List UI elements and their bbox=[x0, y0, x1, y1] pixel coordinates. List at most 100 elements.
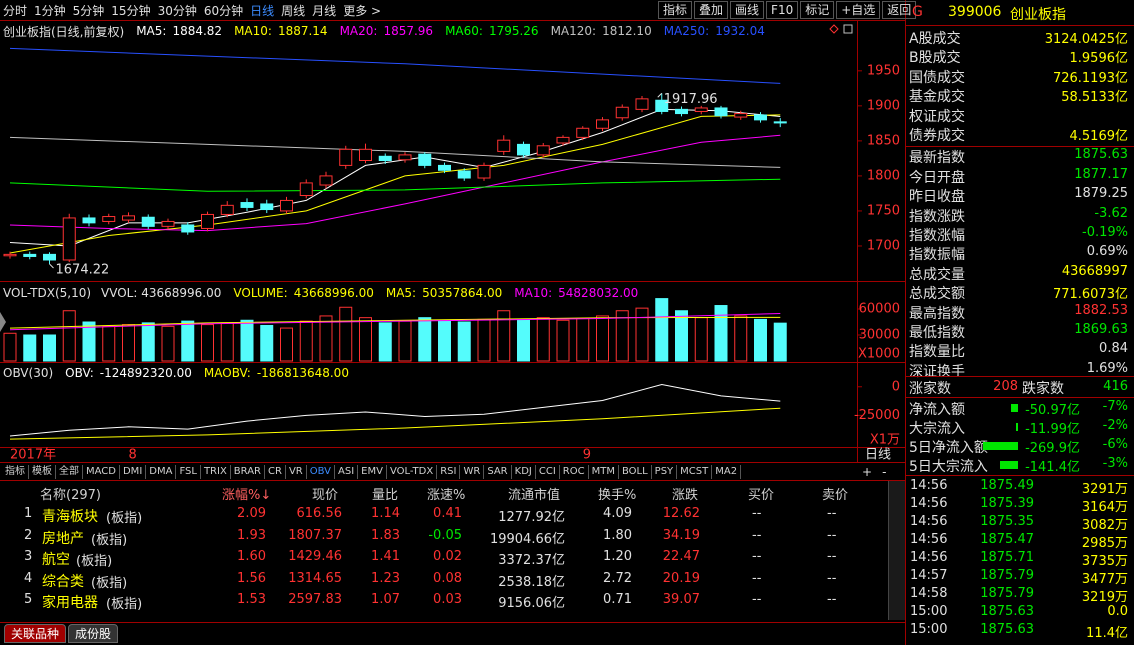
cell: 2 bbox=[24, 527, 33, 543]
period-tab[interactable]: 5分钟 bbox=[72, 3, 105, 18]
volume-bar bbox=[477, 318, 491, 362]
indicator-tab[interactable]: ASI bbox=[335, 464, 359, 479]
indicator-tab[interactable]: BRAR bbox=[231, 464, 265, 479]
indicator-tab[interactable]: ROC bbox=[560, 464, 589, 479]
indicator-tab[interactable]: 模板 bbox=[29, 464, 56, 479]
quote-label: B股成交 bbox=[909, 50, 961, 67]
cell: 0.03 bbox=[433, 592, 462, 607]
indicator-tab[interactable]: KDJ bbox=[512, 464, 536, 479]
indicator-tab[interactable]: VOL-TDX bbox=[387, 464, 438, 479]
indicator-tab[interactable]: MA2 bbox=[712, 464, 742, 479]
candle-body bbox=[734, 113, 748, 118]
tool-button[interactable]: 画线 bbox=[730, 1, 765, 19]
candle-body bbox=[635, 98, 649, 110]
quote-value: 1875.63 bbox=[1074, 147, 1128, 163]
period-tab[interactable]: 分时 bbox=[3, 3, 28, 18]
candle-body bbox=[280, 199, 293, 212]
scrollbar[interactable] bbox=[888, 480, 905, 620]
period-tab[interactable]: 1分钟 bbox=[34, 3, 66, 18]
indicator-tab[interactable]: MTM bbox=[589, 464, 619, 479]
indicator-tab[interactable]: CCI bbox=[536, 464, 560, 479]
indicator-tab[interactable]: MACD bbox=[83, 464, 120, 479]
volume-bar bbox=[497, 310, 511, 362]
stock-name[interactable]: 房地产 bbox=[42, 530, 84, 547]
candle-body bbox=[3, 253, 17, 257]
stock-name[interactable]: 综合类 bbox=[42, 573, 84, 590]
indicator-tab[interactable]: TRIX bbox=[201, 464, 231, 479]
decline-count: 416 bbox=[1103, 379, 1128, 394]
stock-name[interactable]: 家用电器 bbox=[42, 595, 98, 611]
flow-bar bbox=[1016, 423, 1019, 431]
indicator-tab[interactable]: RSI bbox=[437, 464, 461, 479]
tool-button[interactable]: 标记 bbox=[800, 1, 835, 19]
indicator-tab[interactable]: MCST bbox=[677, 464, 713, 479]
indicator-tab[interactable]: DMI bbox=[120, 464, 147, 479]
tool-button[interactable]: 返回 bbox=[882, 1, 917, 19]
tool-button[interactable]: 指标 bbox=[658, 1, 693, 19]
stock-name[interactable]: 航空 bbox=[42, 552, 70, 568]
period-tab[interactable]: 更多 > bbox=[343, 3, 382, 18]
column-header: 涨幅%↓ bbox=[222, 488, 272, 503]
line-series bbox=[9, 108, 781, 247]
volume-bar bbox=[517, 318, 530, 362]
tick-price: 1875.49 bbox=[980, 478, 1034, 493]
quote-label: 基金成交 bbox=[909, 89, 965, 106]
period-tab[interactable]: 日线 bbox=[250, 3, 275, 18]
period-tab[interactable]: 周线 bbox=[281, 3, 306, 18]
candle-body bbox=[398, 154, 412, 161]
indicator-tab[interactable]: EMV bbox=[358, 464, 387, 479]
period-tab[interactable]: 15分钟 bbox=[111, 3, 151, 18]
period-tab[interactable]: 60分钟 bbox=[203, 3, 244, 18]
row-tag: (板指) bbox=[91, 532, 128, 548]
cell: 0.02 bbox=[433, 549, 462, 564]
tool-button[interactable]: 叠加 bbox=[694, 1, 729, 19]
candle-body bbox=[181, 224, 195, 233]
volume-bar bbox=[339, 306, 353, 362]
indicator-tab[interactable]: FSL bbox=[176, 464, 201, 479]
bottom-tab[interactable]: 成份股 bbox=[68, 623, 119, 643]
stock-name: 创业板指 bbox=[1010, 7, 1066, 23]
candle-body bbox=[122, 215, 135, 221]
cell: 0.71 bbox=[603, 592, 632, 607]
quote-value: 4.5169亿 bbox=[1069, 129, 1129, 144]
column-header: 现价 bbox=[312, 488, 339, 503]
tool-button[interactable]: F10 bbox=[766, 1, 799, 19]
indicator-tab[interactable]: VR bbox=[286, 464, 307, 479]
volume-bar bbox=[201, 324, 214, 362]
legend-value: 1857.96 bbox=[383, 24, 434, 38]
tool-button[interactable]: +自选 bbox=[836, 1, 881, 19]
indicator-tab[interactable]: CR bbox=[265, 464, 286, 479]
volume-bar bbox=[122, 324, 135, 362]
indicator-tab[interactable]: OBV bbox=[307, 464, 335, 479]
indicator-tab[interactable]: WR bbox=[460, 464, 485, 479]
column-header: 流通市值 bbox=[508, 488, 561, 503]
indicator-tab[interactable]: BOLL bbox=[619, 464, 652, 479]
x-tick-label: 2017年 bbox=[10, 448, 56, 463]
scroll-handle[interactable] bbox=[0, 312, 6, 332]
icon[interactable] bbox=[829, 24, 839, 34]
indicator-tab[interactable]: 全部 bbox=[56, 464, 83, 479]
stock-name[interactable]: 青海板块 bbox=[42, 509, 98, 525]
indicator-tab[interactable]: DMA bbox=[146, 464, 177, 479]
tick-time: 14:57 bbox=[910, 568, 948, 583]
bottom-tab[interactable]: 关联品种 bbox=[4, 623, 67, 643]
row-tag: (板指) bbox=[76, 554, 113, 569]
volume-bar bbox=[102, 325, 116, 362]
candle-body bbox=[477, 164, 491, 179]
period-tab[interactable]: 30分钟 bbox=[157, 3, 197, 18]
line-series bbox=[9, 47, 781, 84]
indicator-tab[interactable]: PSY bbox=[652, 464, 678, 479]
indicator-tab[interactable]: 指标 bbox=[2, 464, 29, 479]
candle-body bbox=[517, 143, 530, 156]
indicator-tab[interactable]: SAR bbox=[484, 464, 512, 479]
tab-control[interactable]: + bbox=[862, 464, 873, 479]
icon[interactable] bbox=[843, 24, 853, 34]
period-tab[interactable]: 月线 bbox=[312, 3, 337, 18]
candle-body bbox=[82, 217, 96, 224]
tab-control[interactable]: - bbox=[882, 464, 887, 479]
period-label: 日线 bbox=[865, 448, 891, 463]
candle-body bbox=[418, 153, 432, 166]
cell: -- bbox=[827, 506, 837, 521]
cell: 1.56 bbox=[237, 570, 266, 586]
candle-body bbox=[260, 203, 274, 211]
